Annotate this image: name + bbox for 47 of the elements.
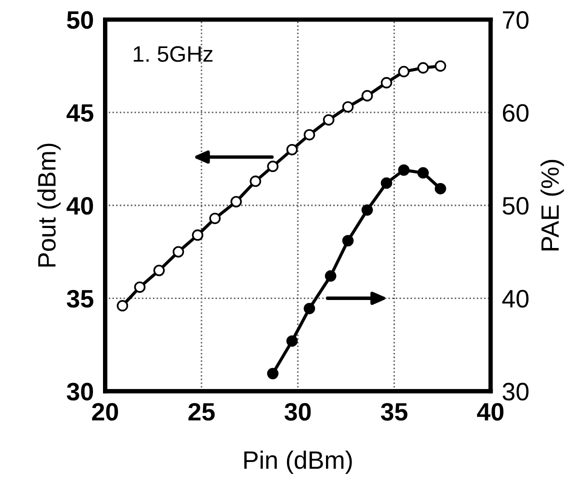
y2-tick-label: 60 [502,104,528,122]
x-tick-label: 25 [188,402,215,421]
point [250,176,262,187]
point [322,114,334,126]
point [434,182,446,194]
point [286,144,298,156]
point [362,90,373,102]
point [380,77,392,88]
y2-tick-label: 40 [502,290,528,308]
point [398,164,410,176]
y-tick-label: 50 [66,11,93,29]
point [417,62,429,74]
y-tick-label: 45 [66,104,94,122]
point [209,212,221,224]
point [230,196,242,208]
point [398,66,410,78]
point [267,368,278,380]
point [192,229,204,241]
point [267,160,278,172]
y2-axis-title: PAE (%) [540,160,564,250]
point [172,246,184,258]
point [417,167,429,179]
point [324,270,336,282]
x-tick-label: 35 [380,402,408,421]
point [134,281,146,293]
point [362,204,373,216]
x-tick-label: 20 [92,402,118,421]
y2-tick-label: 70 [502,11,528,29]
point [380,177,392,189]
y-tick-label: 35 [66,290,94,308]
point [116,300,128,312]
y2-tick-label: 30 [502,382,528,401]
x-tick-label: 40 [477,402,504,421]
point [434,60,446,72]
y-tick-label: 30 [66,382,93,401]
point [304,129,316,140]
y-axis-title: Pout (dBm) [37,144,61,267]
y-tick-label: 40 [66,196,93,215]
point [342,101,354,113]
x-tick-label: 30 [284,402,311,421]
y2-tick-label: 50 [502,196,528,215]
point [286,335,298,347]
annotation: 1. 5GHz [134,46,213,62]
point [153,264,165,276]
point [342,234,354,246]
x-axis-title: Pin (dBm) [244,450,352,474]
point [304,302,316,314]
